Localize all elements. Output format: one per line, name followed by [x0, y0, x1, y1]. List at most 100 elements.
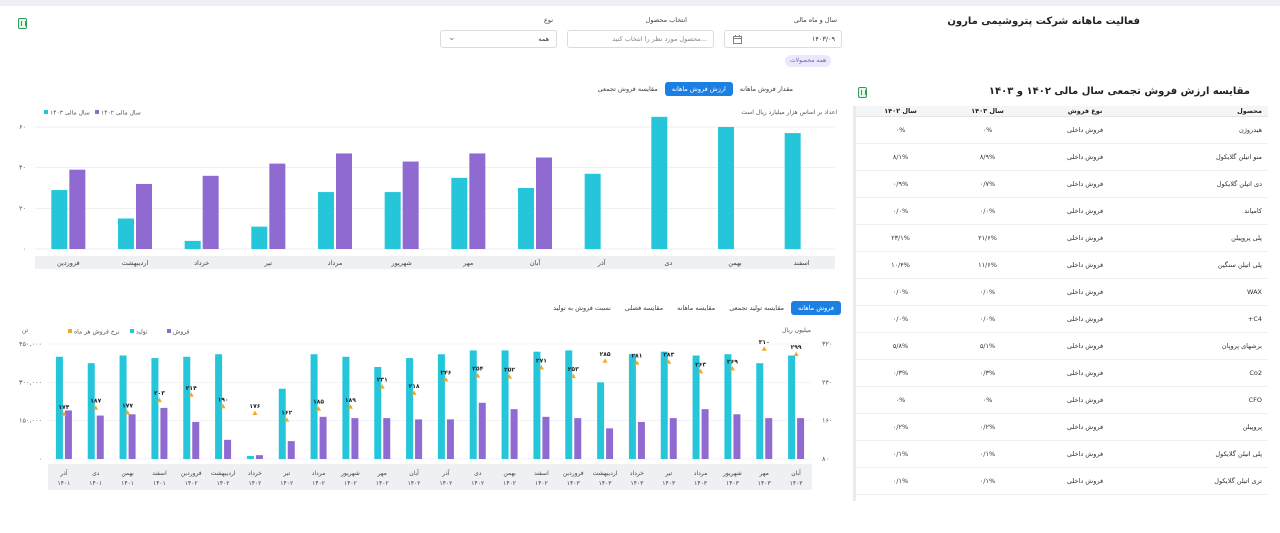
bar-production — [183, 356, 191, 459]
excel-export-icon[interactable] — [18, 18, 27, 29]
tab-monthly-compare[interactable]: مقایسه ماهانه — [677, 304, 716, 312]
rate-value-label: ۱۷۴ — [58, 404, 69, 411]
rate-value-label: ۲۴۶ — [440, 369, 451, 376]
table-row[interactable]: CFO فروش داخلی ۰% ۰% — [856, 386, 1268, 414]
cell-1402: ۰/۰% — [856, 197, 945, 225]
bar-1403 — [584, 173, 601, 249]
product-select[interactable]: محصول مورد نظر را انتخاب کنید... — [567, 30, 714, 48]
bar-sales — [606, 428, 614, 459]
bar-production — [565, 350, 573, 459]
cell-product: منو اتیلن گلایکول — [1140, 143, 1268, 171]
right-axis-title: میلیون ریال — [782, 327, 811, 334]
y-tick-label: ۴۰ — [19, 164, 26, 172]
x-tick-month: دی — [474, 470, 482, 477]
bar-sales — [415, 419, 423, 459]
cell-product: پلی اتیلن گلایکول — [1140, 440, 1268, 468]
rate-marker — [252, 410, 258, 415]
table-row[interactable]: Co2 فروش داخلی ۰/۳% ۰/۳% — [856, 359, 1268, 387]
table-row[interactable]: منو اتیلن گلایکول فروش داخلی ۸/۹% ۸/۱% — [856, 143, 1268, 171]
cell-type: فروش داخلی — [1030, 143, 1140, 171]
rate-value-label: ۲۶۹ — [727, 358, 738, 365]
bar-production — [406, 358, 414, 459]
cell-1402: ۰/۲% — [856, 413, 945, 441]
x-tick-label: دی — [664, 259, 672, 267]
table-row[interactable]: تری اتیلن گلایکول فروش داخلی ۰/۱% ۰/۱% — [856, 467, 1268, 495]
cell-type: فروش داخلی — [1030, 197, 1140, 225]
x-tick-year: ۱۴۰۳ — [599, 480, 613, 487]
table-row[interactable]: برشهای پروپان فروش داخلی ۵/۱% ۵/۸% — [856, 332, 1268, 360]
x-tick-month: مرداد — [694, 470, 708, 477]
rate-marker — [507, 374, 513, 379]
bar-production — [724, 354, 732, 459]
fiscal-date-field[interactable]: ۱۴۰۳/۰۹ — [724, 30, 842, 48]
type-select[interactable]: همه ⌄ — [440, 30, 557, 48]
bar-production — [660, 351, 668, 459]
right-tick-label: ۳۲۰ — [822, 340, 832, 348]
cell-type: فروش داخلی — [1030, 305, 1140, 333]
comparison-table: محصول نوع فروش سال ۱۴۰۳ سال ۱۴۰۲ هیدروژن… — [853, 106, 1271, 501]
bar-1402 — [69, 169, 86, 249]
calendar-icon — [733, 35, 742, 44]
x-tick-year: ۱۴۰۱ — [121, 480, 134, 487]
tab-monthly-value[interactable]: ارزش فروش ماهانه — [664, 82, 733, 96]
table-row[interactable]: کامیاند فروش داخلی ۰/۰% ۰/۰% — [856, 197, 1268, 225]
rate-value-label: ۱۷۷ — [122, 403, 133, 410]
table-row[interactable]: پروپیلن فروش داخلی ۰/۲% ۰/۲% — [856, 413, 1268, 441]
table-row[interactable]: پلی اتیلن سنگین فروش داخلی ۱۱/۶% ۱۰/۴% — [856, 251, 1268, 279]
table-header-row: محصول نوع فروش سال ۱۴۰۳ سال ۱۴۰۲ — [856, 106, 1268, 117]
bar-production — [342, 356, 350, 459]
cell-type: فروش داخلی — [1030, 251, 1140, 279]
cell-1403: ۵/۱% — [945, 332, 1030, 360]
tab-seasonal-compare[interactable]: مقایسه فصلی — [624, 304, 664, 312]
x-tick-year: ۱۴۰۳ — [567, 480, 581, 487]
bar-sales — [128, 414, 136, 459]
legend-production-swatch — [130, 329, 134, 333]
rate-marker — [666, 359, 672, 364]
cell-product: C4+ — [1140, 305, 1268, 333]
legend-rate-swatch — [68, 329, 72, 333]
table-row[interactable]: پلی پروپیلن فروش داخلی ۲۱/۶% ۲۳/۱% — [856, 224, 1268, 252]
x-tick-month: تیر — [664, 470, 672, 477]
tab-sales-production-ratio[interactable]: نسبت فروش به تولید — [553, 304, 611, 312]
rate-value-label: ۱۹۰ — [218, 396, 229, 403]
bar-1403 — [718, 127, 734, 249]
bar-sales — [351, 418, 359, 459]
tab-monthly-quantity[interactable]: مقدار فروش ماهانه — [739, 85, 793, 93]
cell-type: فروش داخلی — [1030, 278, 1140, 306]
tab-cumulative-production[interactable]: مقایسه تولید تجمعی — [729, 304, 784, 312]
product-label: انتخاب محصول — [645, 16, 687, 24]
cell-product: دی اتیلن گلایکول — [1140, 170, 1268, 198]
legend-1402-label: سال مالی ۱۴۰۲ — [101, 110, 141, 117]
cell-product: پلی پروپیلن — [1140, 224, 1268, 252]
cell-1403: ۰/۰% — [945, 305, 1030, 333]
x-tick-year: ۱۴۰۲ — [344, 480, 357, 487]
rate-marker — [284, 417, 290, 422]
rate-value-label: ۲۱۴ — [186, 385, 197, 392]
legend-1403-label: سال مالی ۱۴۰۳ — [50, 110, 90, 117]
bar-1402 — [536, 157, 552, 249]
bar-production — [788, 355, 796, 459]
rate-value-label: ۲۵۳ — [568, 366, 579, 373]
x-tick-month: آذر — [441, 468, 450, 477]
x-tick-year: ۱۴۰۲ — [503, 480, 516, 487]
cell-1402: ۲۳/۱% — [856, 224, 945, 252]
rate-value-label: ۱۶۲ — [281, 410, 292, 417]
rate-marker — [61, 411, 67, 416]
tab-monthly-sales[interactable]: فروش ماهانه — [791, 301, 841, 315]
tab-cumulative-compare[interactable]: مقایسه فروش تجمعی — [597, 85, 658, 93]
rate-marker — [316, 406, 322, 411]
header-1402: سال ۱۴۰۲ — [856, 106, 945, 117]
page-title: فعالیت ماهانه شرکت پتروشیمی مارون — [947, 16, 1140, 27]
table-row[interactable]: هیدروژن فروش داخلی ۰% ۰% — [856, 116, 1268, 144]
table-row[interactable]: WAX فروش داخلی ۰/۰% ۰/۰% — [856, 278, 1268, 306]
table-row[interactable]: C4+ فروش داخلی ۰/۰% ۰/۰% — [856, 305, 1268, 333]
x-tick-month: اسفند — [152, 470, 167, 477]
cell-type: فروش داخلی — [1030, 386, 1140, 414]
fiscal-label: سال و ماه مالی — [793, 16, 837, 24]
table-row[interactable]: دی اتیلن گلایکول فروش داخلی ۰/۷% ۰/۹% — [856, 170, 1268, 198]
x-tick-label: تیر — [264, 259, 273, 267]
right-tick-label: ۱۶۰ — [822, 417, 832, 425]
all-products-chip[interactable]: همه محصولات — [785, 55, 832, 67]
table-excel-icon[interactable] — [858, 87, 867, 98]
table-row[interactable]: پلی اتیلن گلایکول فروش داخلی ۰/۱% ۰/۱% — [856, 440, 1268, 468]
